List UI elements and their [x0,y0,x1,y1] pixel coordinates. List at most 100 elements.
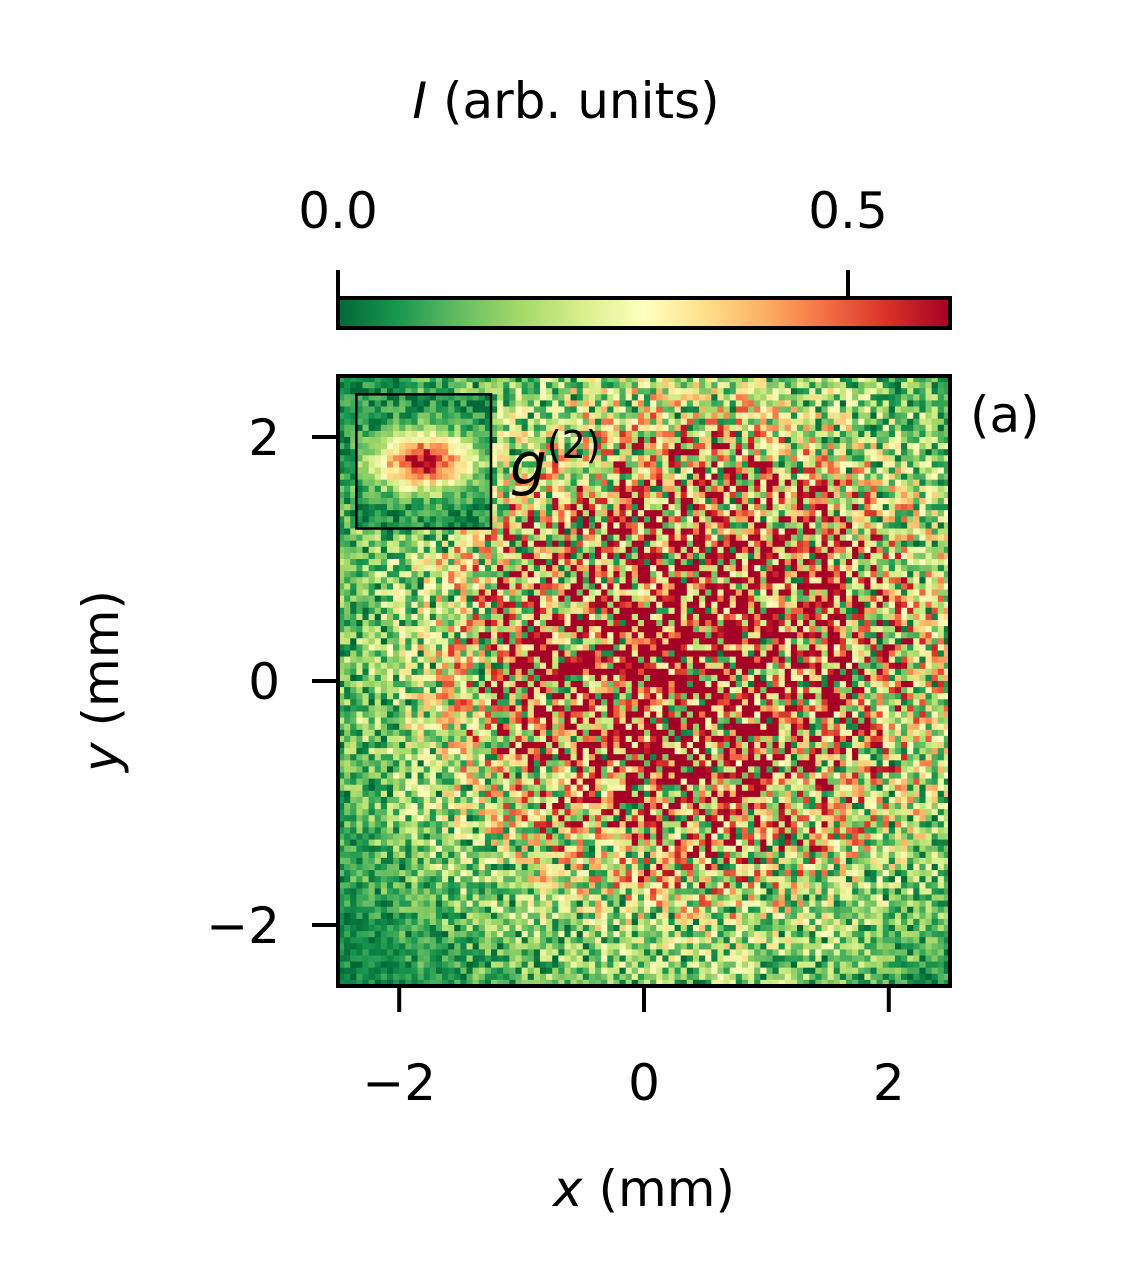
heatmap-cell [723,577,731,584]
heatmap-cell [937,473,945,481]
heatmap-cell [668,559,676,566]
heatmap-cell [393,552,400,560]
heatmap-cell [503,589,510,597]
heatmap-cell [484,583,492,591]
heatmap-cell [858,644,865,652]
heatmap-cell [619,626,627,633]
heatmap-cell [919,546,927,554]
heatmap-cell [625,668,633,676]
heatmap-cell [546,534,553,542]
heatmap-cell [460,571,468,578]
heatmap-cell [417,644,425,652]
heatmap-cell [882,479,890,487]
heatmap-cell [625,467,633,475]
heatmap-cell [631,516,639,523]
heatmap-cell [888,382,896,389]
heatmap-cell [907,473,914,481]
heatmap-cell [790,601,798,609]
heatmap-cell [845,510,853,517]
heatmap-cell [699,473,706,481]
heatmap-cell [552,650,559,658]
heatmap-cell [925,498,933,505]
heatmap-cell [717,498,725,505]
heatmap-cell [405,571,413,578]
heatmap-cell [595,449,602,456]
heatmap-cell [858,595,865,603]
heatmap-cell [386,577,394,584]
heatmap-cell [411,565,419,572]
heatmap-cell [723,534,731,542]
heatmap-cell [423,583,431,591]
heatmap-cell [613,626,621,633]
heatmap-cell [680,510,688,517]
heatmap-cell [466,589,474,597]
heatmap-cell [901,382,908,389]
heatmap-cell [760,473,767,481]
heatmap-cell [907,498,914,505]
heatmap-cell [760,656,767,664]
heatmap-cell [338,644,345,652]
heatmap-cell [760,534,767,542]
heatmap-cell [845,626,853,633]
heatmap-cell [466,601,474,609]
heatmap-cell [931,607,939,615]
heatmap-cell [839,418,847,426]
heatmap-cell [803,644,810,652]
heatmap-cell [894,455,902,462]
heatmap-cell [778,662,786,670]
heatmap-cell [350,559,357,566]
heatmap-cell [338,510,345,517]
heatmap-cell [448,546,455,554]
heatmap-cell [460,540,468,548]
heatmap-cell [882,607,890,615]
heatmap-cell [729,528,737,536]
heatmap-cell [888,406,896,414]
heatmap-cell [472,534,480,542]
heatmap-cell [699,394,706,401]
heatmap-cell [943,632,950,639]
heatmap-cell [552,595,559,603]
heatmap-cell [601,607,608,615]
heatmap-cell [570,607,578,615]
heatmap-cell [570,565,578,572]
heatmap-cell [539,626,547,633]
heatmap-cell [894,540,902,548]
heatmap-cell [919,534,927,542]
heatmap-cell [833,583,841,591]
heatmap-cell [699,479,706,487]
heatmap-cell [907,516,914,523]
heatmap-cell [362,632,370,639]
heatmap-cell [925,406,933,414]
heatmap-cell [625,516,633,523]
heatmap-cell [515,540,523,548]
heatmap-cell [625,449,633,456]
heatmap-cell [784,546,792,554]
heatmap-cell [509,430,517,438]
heatmap-cell [686,577,694,584]
heatmap-cell [644,583,651,591]
heatmap-cell [717,571,725,578]
heatmap-cell [680,406,688,414]
heatmap-cell [350,674,357,682]
heatmap-cell [931,394,939,401]
heatmap-cell [435,528,443,536]
heatmap-cell [760,644,767,652]
heatmap-cell [503,559,510,566]
heatmap-cell [650,656,657,664]
heatmap-cell [497,607,504,615]
heatmap-cell [919,406,927,414]
heatmap-cell [735,516,743,523]
heatmap-cell [417,607,425,615]
heatmap-cell [429,644,437,652]
heatmap-cell [809,620,816,627]
heatmap-cell [882,662,890,670]
heatmap-cell [344,412,351,420]
heatmap-cell [876,382,884,389]
heatmap-cell [656,473,663,481]
heatmap-cell [864,388,872,395]
heatmap-cell [595,376,602,383]
heatmap-cell [790,449,798,456]
heatmap-cell [460,626,468,633]
heatmap-cell [668,644,676,652]
heatmap-cell [637,546,645,554]
